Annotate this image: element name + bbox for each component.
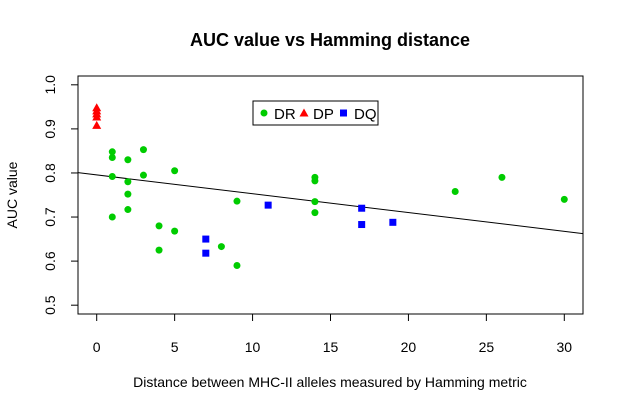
point-dr [139,171,147,179]
x-tick-label: 0 [93,339,101,355]
legend-dq-marker [340,109,347,117]
chart-title: AUC value vs Hamming distance [190,30,470,50]
x-tick-label: 30 [557,339,573,355]
point-dr [108,148,116,156]
y-tick-label: 0.9 [42,119,58,139]
point-dr [233,197,241,205]
point-dq [358,204,366,212]
point-dr [108,172,116,180]
y-tick-label: 0.8 [42,163,58,183]
point-dq [358,221,366,229]
point-dr [217,243,225,251]
point-dq [389,218,397,226]
legend: DR DP DQ [252,100,379,126]
y-tick-label: 0.5 [42,295,58,315]
y-tick-label: 0.6 [42,251,58,271]
point-dr [139,146,147,154]
x-axis-label: Distance between MHC-II alleles measured… [133,374,527,390]
point-dr [560,195,568,203]
y-tick-label: 1.0 [42,75,58,95]
y-axis-label: AUC value [4,161,20,228]
x-tick-label: 25 [479,339,495,355]
point-dr [155,246,163,254]
regression-layer [77,172,584,235]
point-dr [124,190,132,198]
x-tick-label: 10 [245,339,261,355]
legend-dp-label: DP [313,106,334,123]
legend-dp-marker [299,108,309,117]
point-dr [124,206,132,214]
point-dr [233,262,241,270]
point-dr [124,156,132,164]
legend-dr-marker [260,109,268,117]
points-layer [92,103,568,270]
point-dr [451,187,459,195]
x-axis: 0 5 10 15 20 25 30 [93,313,573,355]
point-dq [202,235,210,243]
point-dp [92,120,102,129]
point-dr [171,227,179,235]
regression-line [77,172,584,235]
y-axis: 0.5 0.6 0.7 0.8 0.9 1.0 [42,75,79,315]
point-dr [311,198,319,206]
point-dr [108,154,116,162]
legend-dq-label: DQ [354,106,377,123]
x-tick-label: 20 [401,339,417,355]
point-dr [311,177,319,185]
point-dr [498,173,506,181]
x-tick-label: 5 [171,339,179,355]
point-dq [264,201,272,209]
legend-dr-label: DR [274,106,296,123]
point-dr [108,213,116,221]
x-tick-label: 15 [323,339,339,355]
y-tick-label: 0.7 [42,207,58,227]
point-dr [311,209,319,217]
point-dr [171,167,179,175]
point-dq [202,249,210,257]
point-dr [124,178,132,186]
point-dp [92,112,102,121]
legend-box [252,100,379,126]
point-dr [155,222,163,230]
